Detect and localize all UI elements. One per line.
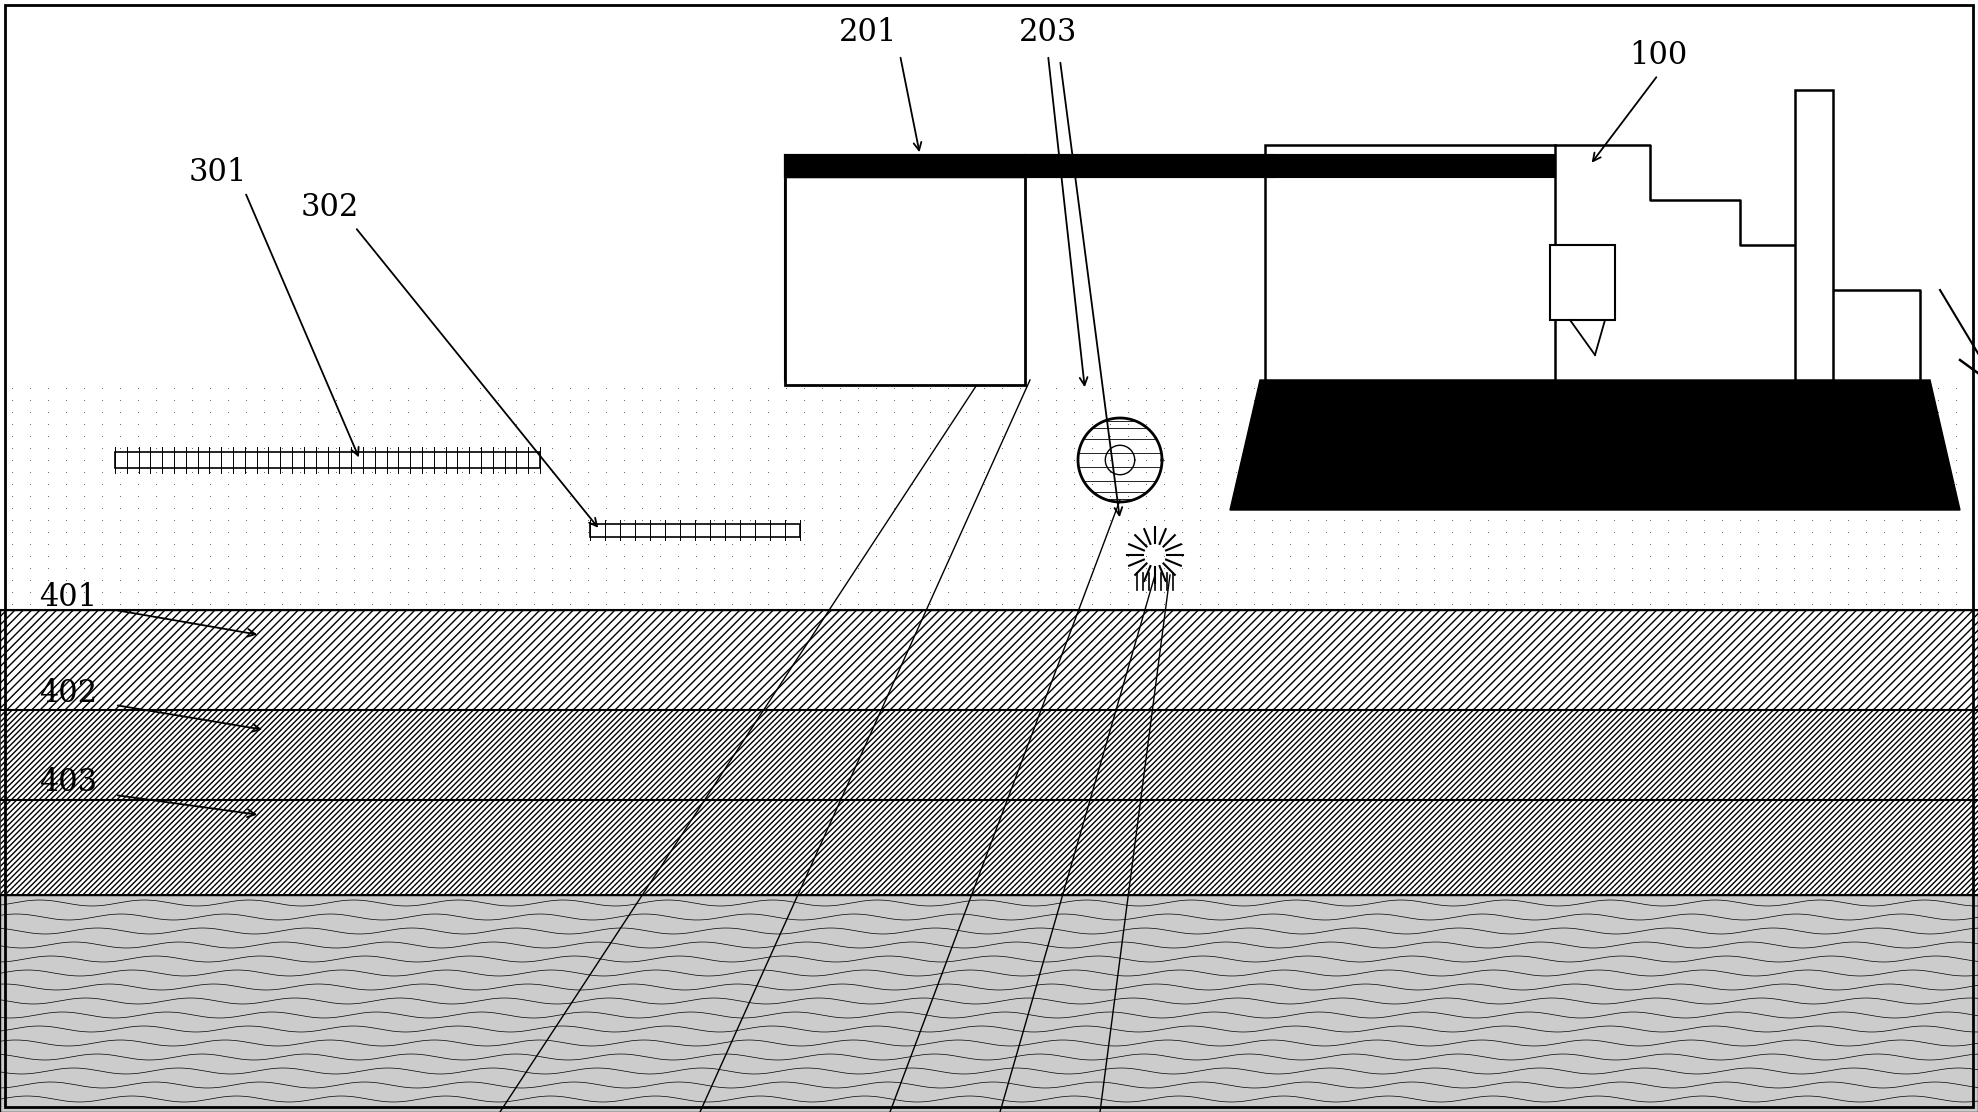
Bar [1551,245,1614,320]
Bar [1794,90,1834,380]
Bar [0,610,1978,709]
Bar [0,709,1978,800]
Text: 201: 201 [839,17,898,48]
Text: 401: 401 [40,582,97,613]
Bar [1266,145,1555,380]
Bar [0,895,1978,1112]
Bar [115,451,540,468]
Bar [785,155,1276,177]
Text: 100: 100 [1628,40,1687,70]
Bar [785,155,1025,177]
Text: 402: 402 [40,677,97,708]
Bar [0,380,1978,610]
Bar [785,155,1025,385]
Text: 403: 403 [40,766,97,797]
Text: 301: 301 [188,157,247,188]
Polygon shape [1230,380,1960,510]
Text: 302: 302 [301,191,360,222]
Text: 203: 203 [1019,17,1078,48]
Bar [0,800,1978,895]
Bar [785,155,1555,177]
Bar [589,524,799,537]
